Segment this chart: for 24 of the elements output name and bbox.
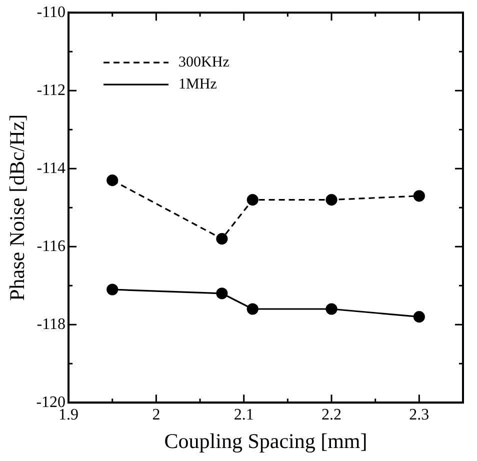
x-tick-label: 2 [152, 406, 160, 424]
x-axis-title: Coupling Spacing [mm] [164, 428, 368, 453]
point [106, 284, 118, 296]
point [246, 194, 258, 206]
legend-label: 1MHz [178, 76, 218, 93]
y-tick-label: -118 [36, 316, 66, 333]
point [413, 190, 425, 202]
point [216, 233, 228, 245]
point [326, 303, 338, 315]
y-tick-label: -110 [36, 4, 66, 21]
x-tick-label: 2.1 [234, 406, 254, 424]
point [106, 174, 118, 186]
legend-label: 300KHz [178, 54, 230, 71]
x-tick-label: 1.9 [58, 406, 79, 424]
x-tick-label: 2.3 [409, 406, 430, 424]
x-tick-label: 2.2 [322, 406, 342, 424]
y-axis-title: Phase Noise [dBc/Hz] [5, 114, 30, 301]
point [246, 303, 258, 315]
point [216, 288, 228, 300]
point [326, 194, 338, 206]
y-tick-label: -112 [36, 82, 66, 99]
y-tick-label: -114 [36, 160, 66, 177]
point [413, 311, 425, 323]
y-tick-label: -116 [36, 238, 66, 255]
